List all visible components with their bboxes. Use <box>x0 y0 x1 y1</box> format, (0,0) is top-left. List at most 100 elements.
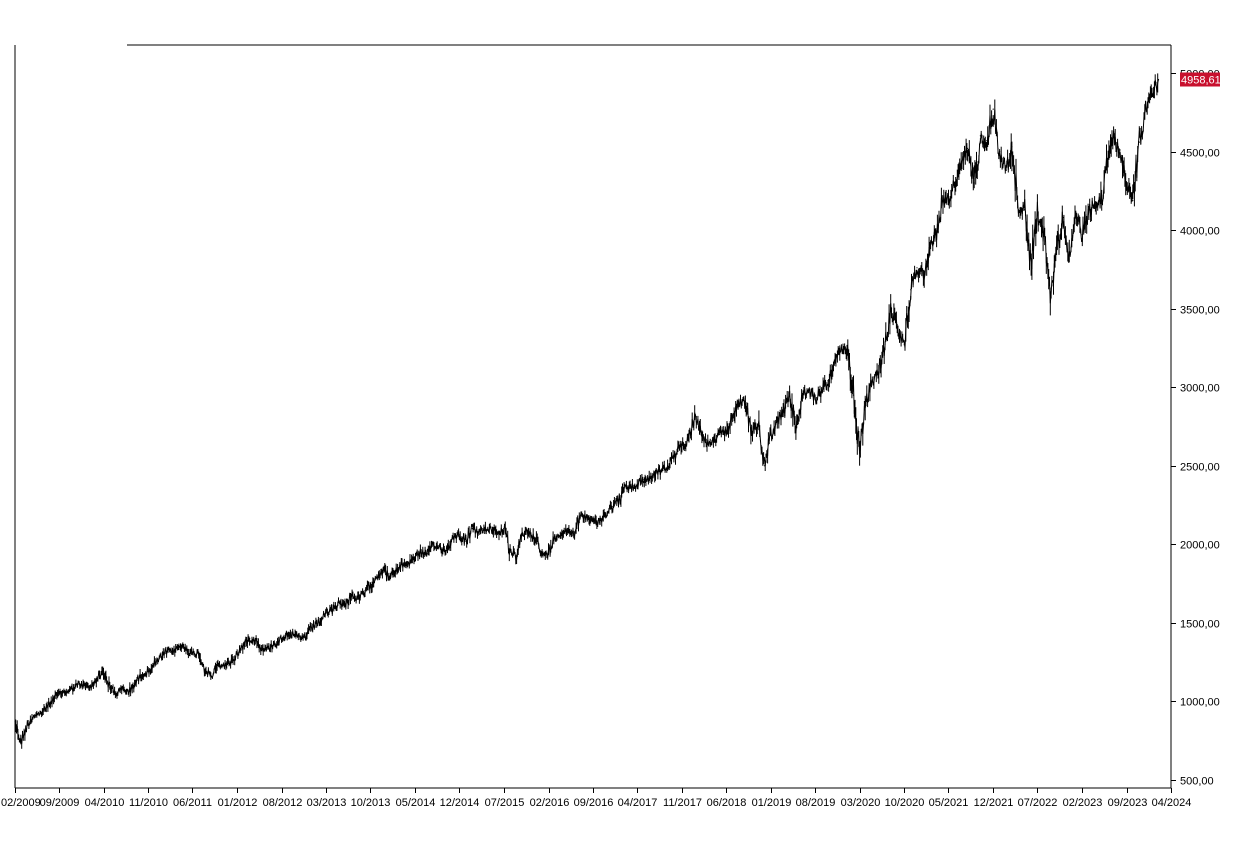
price-point <box>757 424 759 426</box>
price-point <box>109 686 111 688</box>
price-point <box>795 425 797 428</box>
price-point <box>1081 234 1083 236</box>
price-point <box>979 135 982 137</box>
price-point <box>268 647 270 649</box>
price-point <box>509 551 511 553</box>
y-tick-label: 3500,00 <box>1180 305 1220 317</box>
price-point <box>261 649 263 651</box>
price-point <box>223 664 225 666</box>
last-price-label: 4958,61 <box>1181 75 1221 87</box>
price-point <box>96 677 98 679</box>
x-tick-label: 03/2020 <box>841 797 881 809</box>
price-point <box>1011 146 1013 148</box>
axes <box>14 44 1172 789</box>
price-point <box>1138 141 1140 143</box>
price-point <box>1030 262 1032 264</box>
x-tick-label: 05/2014 <box>396 797 436 809</box>
price-point <box>64 691 67 693</box>
price-point <box>496 532 498 534</box>
price-point <box>121 688 124 690</box>
price-point <box>1087 212 1089 214</box>
price-point <box>77 683 79 685</box>
price-point <box>1005 169 1007 171</box>
price-point <box>814 399 816 401</box>
price-point <box>731 416 734 418</box>
price-point <box>141 674 143 676</box>
price-point <box>878 370 880 373</box>
price-point <box>33 715 35 717</box>
price-point <box>389 576 391 578</box>
price-point <box>770 433 772 435</box>
price-point <box>458 534 460 536</box>
price-point <box>414 556 416 558</box>
price-point <box>287 631 289 633</box>
price-point <box>547 553 550 555</box>
price-point <box>954 182 956 184</box>
price-point <box>636 484 638 486</box>
x-tick-label: 11/2017 <box>663 797 702 809</box>
price-point <box>433 545 435 547</box>
price-point <box>198 652 200 654</box>
price-point <box>14 721 16 723</box>
price-point <box>45 707 47 709</box>
price-point <box>687 438 689 440</box>
price-point <box>827 380 829 382</box>
x-tick-label: 07/2015 <box>485 797 525 809</box>
y-tick-label: 500,00 <box>1180 776 1214 788</box>
price-point <box>554 535 556 538</box>
price-point <box>821 389 823 391</box>
price-point <box>369 584 372 586</box>
price-point <box>446 550 448 552</box>
x-tick-label: 04/2010 <box>85 797 125 809</box>
price-point <box>426 553 429 555</box>
price-point <box>1068 254 1070 256</box>
price-point <box>910 289 912 291</box>
y-tick-label: 2500,00 <box>1180 462 1220 474</box>
price-point <box>312 625 315 627</box>
price-point <box>236 653 238 655</box>
price-point <box>789 396 791 398</box>
last-price-badge-background <box>1180 72 1220 87</box>
x-tick-label: 01/2019 <box>752 797 792 809</box>
price-point <box>541 554 543 556</box>
price-point <box>376 575 378 577</box>
x-tick-label: 08/2012 <box>263 797 303 809</box>
price-point <box>712 441 715 443</box>
x-tick-label: 02/2023 <box>1063 797 1103 809</box>
price-point <box>1106 158 1108 160</box>
price-point <box>319 620 321 622</box>
price-point <box>674 454 677 456</box>
x-tick-label: 07/2022 <box>1018 797 1058 809</box>
price-point <box>84 685 86 687</box>
price-point <box>916 267 918 269</box>
price-point <box>624 487 626 489</box>
price-point <box>560 532 562 534</box>
price-point <box>865 402 867 404</box>
price-point <box>147 671 149 673</box>
price-point <box>477 531 479 533</box>
price-point <box>890 308 893 310</box>
price-point <box>52 699 54 701</box>
price-point <box>1043 235 1045 237</box>
price-point <box>528 531 530 533</box>
price-point <box>999 151 1001 153</box>
price-point <box>642 479 645 481</box>
price-point <box>763 465 766 467</box>
price-point <box>941 201 943 203</box>
price-point <box>1024 209 1026 211</box>
y-tick-label: 1500,00 <box>1180 619 1220 631</box>
x-tick-label: 10/2013 <box>351 797 391 809</box>
price-point <box>630 487 632 489</box>
price-point <box>71 688 73 690</box>
price-point <box>973 182 975 184</box>
price-point <box>1119 149 1121 151</box>
price-point <box>26 724 28 726</box>
price-point <box>191 653 193 655</box>
price-point <box>484 529 486 531</box>
price-point <box>153 663 155 665</box>
price-point <box>871 380 873 382</box>
price-point <box>217 664 219 666</box>
price-point <box>382 568 384 571</box>
